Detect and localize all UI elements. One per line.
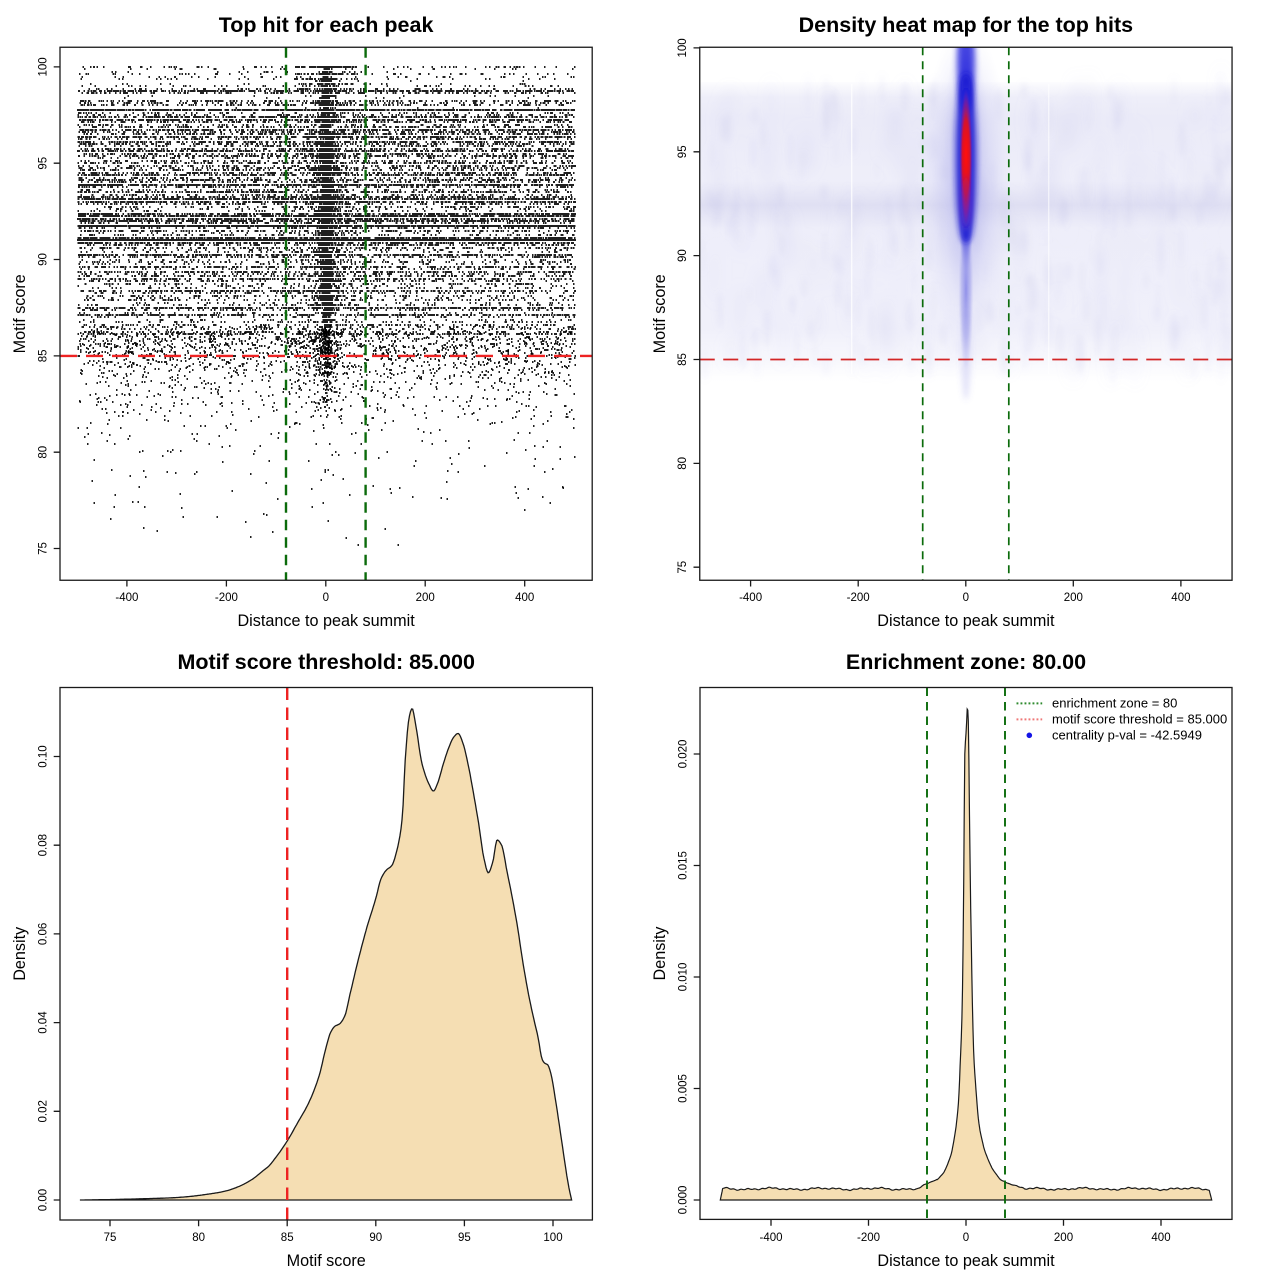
svg-text:-400: -400	[115, 592, 138, 604]
svg-text:75: 75	[104, 1232, 117, 1244]
svg-text:Enrichment zone: 80.00: Enrichment zone: 80.00	[846, 650, 1086, 674]
svg-text:-200: -200	[215, 592, 238, 604]
svg-text:80: 80	[192, 1232, 205, 1244]
svg-text:Density: Density	[11, 926, 29, 981]
svg-text:400: 400	[1151, 1232, 1170, 1244]
svg-text:-400: -400	[759, 1232, 782, 1244]
svg-text:85: 85	[677, 353, 689, 366]
svg-text:80: 80	[677, 457, 689, 470]
svg-text:0.015: 0.015	[678, 851, 690, 880]
svg-text:Density: Density	[651, 926, 669, 981]
svg-text:75: 75	[38, 542, 50, 555]
svg-text:-200: -200	[847, 592, 870, 604]
svg-text:Motif score: Motif score	[11, 274, 29, 353]
svg-text:0: 0	[963, 1232, 969, 1244]
svg-text:200: 200	[1054, 1232, 1073, 1244]
svg-text:Distance to peak summit: Distance to peak summit	[237, 612, 415, 630]
svg-text:400: 400	[1171, 592, 1190, 604]
svg-text:95: 95	[38, 157, 50, 170]
svg-text:95: 95	[458, 1232, 471, 1244]
svg-text:0.000: 0.000	[678, 1186, 690, 1215]
svg-text:75: 75	[677, 561, 689, 574]
svg-text:400: 400	[515, 592, 534, 604]
svg-text:80: 80	[38, 446, 50, 459]
svg-text:90: 90	[369, 1232, 382, 1244]
svg-text:0.020: 0.020	[678, 740, 690, 769]
svg-text:0.08: 0.08	[38, 834, 50, 856]
svg-text:Motif score: Motif score	[287, 1252, 366, 1270]
svg-text:0: 0	[323, 592, 329, 604]
svg-text:0.00: 0.00	[38, 1189, 50, 1211]
svg-text:-200: -200	[857, 1232, 880, 1244]
svg-text:0.010: 0.010	[678, 963, 690, 992]
svg-text:0.10: 0.10	[38, 745, 50, 767]
svg-text:100: 100	[677, 38, 689, 57]
svg-text:0.04: 0.04	[38, 1011, 50, 1034]
svg-text:0.02: 0.02	[38, 1100, 50, 1122]
svg-text:100: 100	[38, 57, 50, 76]
svg-text:Density heat map for the top h: Density heat map for the top hits	[799, 13, 1134, 37]
svg-text:85: 85	[281, 1232, 294, 1244]
svg-text:Distance to peak summit: Distance to peak summit	[877, 1252, 1055, 1270]
svg-text:90: 90	[677, 249, 689, 262]
svg-text:enrichment zone = 80: enrichment zone = 80	[1052, 696, 1177, 711]
svg-text:90: 90	[38, 253, 50, 266]
svg-text:85: 85	[38, 350, 50, 363]
svg-text:200: 200	[416, 592, 435, 604]
svg-text:Motif score: Motif score	[651, 274, 669, 353]
svg-text:100: 100	[543, 1232, 562, 1244]
svg-text:95: 95	[677, 145, 689, 158]
svg-text:200: 200	[1064, 592, 1083, 604]
svg-text:0.06: 0.06	[38, 923, 50, 945]
svg-text:motif score threshold = 85.000: motif score threshold = 85.000	[1052, 712, 1227, 727]
svg-text:Motif score threshold: 85.000: Motif score threshold: 85.000	[177, 650, 475, 674]
svg-text:Distance to peak summit: Distance to peak summit	[877, 612, 1055, 630]
svg-text:centrality p-val = -42.5949: centrality p-val = -42.5949	[1052, 728, 1202, 743]
svg-text:-400: -400	[739, 592, 762, 604]
svg-text:Top hit for each peak: Top hit for each peak	[219, 13, 434, 37]
svg-text:0.005: 0.005	[678, 1074, 690, 1103]
svg-text:0: 0	[963, 592, 969, 604]
